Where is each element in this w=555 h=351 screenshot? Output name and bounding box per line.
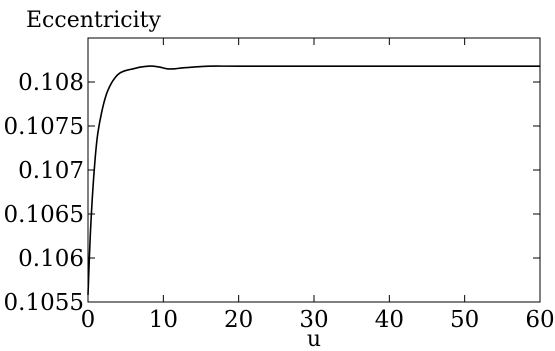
x-tick-label: 10 (149, 307, 178, 333)
x-tick-label: 40 (375, 307, 404, 333)
y-tick-label: 0.1075 (4, 114, 84, 140)
x-tick-labels: 0 10 20 30 40 50 60 (81, 307, 555, 333)
series-layer (87, 65, 540, 295)
x-tick-label: 30 (299, 307, 328, 333)
x-tick-label: 20 (224, 307, 253, 333)
x-tick-label: 50 (450, 307, 479, 333)
y-tick-label: 0.1065 (4, 202, 84, 228)
y-tick-labels: 0.1055 0.106 0.1065 0.107 0.1075 0.108 (4, 70, 84, 316)
x-tick-label: 60 (525, 307, 554, 333)
y-tick-label: 0.108 (18, 70, 84, 96)
y-tick-label: 0.107 (18, 158, 84, 184)
ticks-layer (87, 38, 541, 303)
y-tick-label: 0.1055 (4, 290, 84, 316)
x-axis-label: u (307, 327, 321, 351)
y-tick-label: 0.106 (18, 246, 84, 272)
x-tick-label: 0 (81, 307, 96, 333)
eccentricity-line (87, 65, 540, 295)
chart-title: Eccentricity (26, 8, 161, 33)
plot-frame (87, 37, 541, 303)
